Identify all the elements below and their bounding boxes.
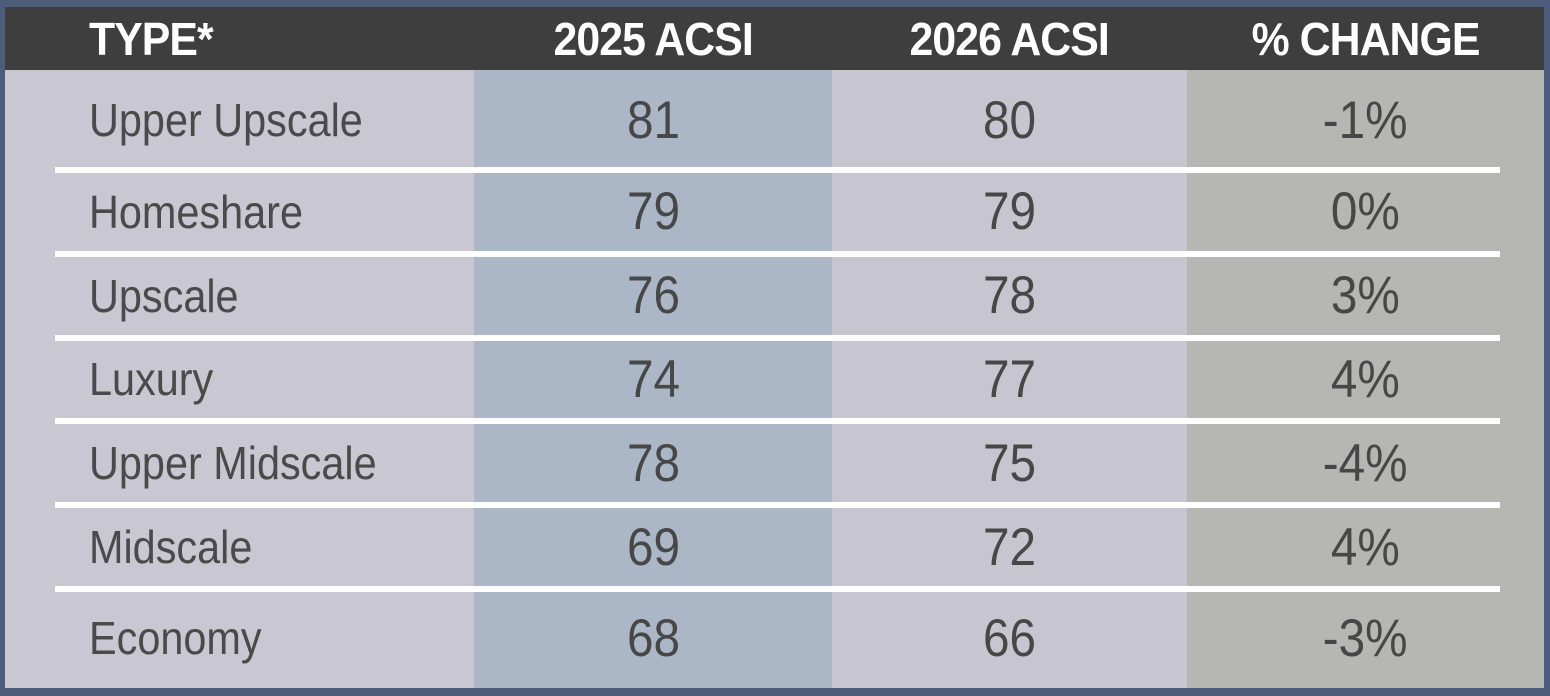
type-cell: Upscale — [5, 253, 474, 338]
pct-change-cell: -4% — [1187, 421, 1544, 506]
table-row: Upscale 76 78 3% — [5, 250, 1544, 338]
pct-change-value: 4% — [1331, 517, 1400, 577]
table-row: Upper Upscale 81 80 -1% — [5, 70, 1544, 170]
type-value: Upscale — [89, 269, 239, 322]
acsi-2026-value: 79 — [982, 182, 1037, 242]
acsi-2026-cell: 79 — [832, 170, 1187, 254]
table-row: Upper Midscale 78 75 -4% — [5, 418, 1544, 506]
pct-change-cell: 3% — [1187, 253, 1544, 338]
column-header-2026-acsi-label: 2026 ACSI — [909, 12, 1110, 65]
type-value: Upper Upscale — [89, 94, 363, 146]
acsi-2025-cell: 74 — [474, 337, 832, 422]
pct-change-value: 0% — [1331, 182, 1400, 242]
pct-change-cell: -1% — [1187, 70, 1544, 170]
column-header-2026-acsi: 2026 ACSI — [832, 12, 1187, 66]
type-value: Midscale — [89, 521, 253, 574]
type-cell: Economy — [5, 588, 474, 688]
column-header-type-label: TYPE* — [89, 12, 214, 65]
type-cell: Homeshare — [5, 170, 474, 254]
column-header-pct-change-label: % CHANGE — [1251, 12, 1481, 65]
acsi-2026-cell: 78 — [832, 253, 1187, 338]
acsi-2026-value: 78 — [982, 266, 1037, 326]
acsi-2026-cell: 66 — [832, 588, 1187, 688]
pct-change-cell: 4% — [1187, 337, 1544, 422]
type-value: Luxury — [89, 353, 214, 406]
pct-change-value: -1% — [1323, 90, 1408, 150]
pct-change-value: -3% — [1323, 608, 1408, 668]
pct-change-value: 3% — [1331, 266, 1400, 326]
acsi-2025-value: 81 — [626, 90, 680, 150]
table-row: Homeshare 79 79 0% — [5, 167, 1544, 254]
type-value: Upper Midscale — [89, 437, 377, 490]
table: TYPE* 2025 ACSI 2026 ACSI % CHANGE Upper… — [5, 7, 1544, 688]
acsi-2025-value: 68 — [626, 608, 680, 668]
column-header-2025-acsi: 2025 ACSI — [474, 12, 832, 66]
table-row: Luxury 74 77 4% — [5, 334, 1544, 422]
table-header-row: TYPE* 2025 ACSI 2026 ACSI % CHANGE — [5, 7, 1544, 70]
acsi-2026-value: 66 — [982, 608, 1037, 668]
acsi-2026-value: 77 — [982, 349, 1037, 409]
type-cell: Upper Upscale — [5, 70, 474, 170]
acsi-2026-cell: 80 — [832, 70, 1187, 170]
acsi-2026-cell: 77 — [832, 337, 1187, 422]
acsi-2025-cell: 78 — [474, 421, 832, 506]
table-body: Upper Upscale 81 80 -1% Homeshare 79 79 … — [5, 70, 1544, 688]
acsi-2026-value: 75 — [982, 433, 1037, 493]
pct-change-cell: -3% — [1187, 588, 1544, 688]
column-header-type: TYPE* — [5, 12, 474, 66]
type-cell: Luxury — [5, 337, 474, 422]
acsi-2025-cell: 69 — [474, 505, 832, 589]
acsi-2026-cell: 72 — [832, 505, 1187, 589]
table-row: Midscale 69 72 4% — [5, 502, 1544, 589]
column-header-pct-change: % CHANGE — [1187, 12, 1544, 66]
type-cell: Upper Midscale — [5, 421, 474, 506]
acsi-2025-value: 79 — [626, 182, 680, 242]
type-value: Economy — [89, 612, 262, 665]
acsi-2026-value: 72 — [982, 517, 1037, 577]
pct-change-cell: 0% — [1187, 170, 1544, 254]
table-row: Economy 68 66 -3% — [5, 585, 1544, 688]
acsi-2025-value: 76 — [626, 266, 680, 326]
acsi-2026-value: 80 — [982, 90, 1037, 150]
pct-change-cell: 4% — [1187, 505, 1544, 589]
acsi-2025-cell: 81 — [474, 70, 832, 170]
acsi-2026-cell: 75 — [832, 421, 1187, 506]
acsi-2025-cell: 76 — [474, 253, 832, 338]
column-header-2025-acsi-label: 2025 ACSI — [553, 12, 753, 65]
type-value: Homeshare — [89, 185, 304, 238]
type-cell: Midscale — [5, 505, 474, 589]
pct-change-value: -4% — [1323, 433, 1408, 493]
pct-change-value: 4% — [1331, 349, 1400, 409]
acsi-2025-cell: 68 — [474, 588, 832, 688]
acsi-2025-value: 69 — [626, 517, 680, 577]
acsi-2025-value: 78 — [626, 433, 680, 493]
acsi-2025-cell: 79 — [474, 170, 832, 254]
acsi-2025-value: 74 — [626, 349, 680, 409]
